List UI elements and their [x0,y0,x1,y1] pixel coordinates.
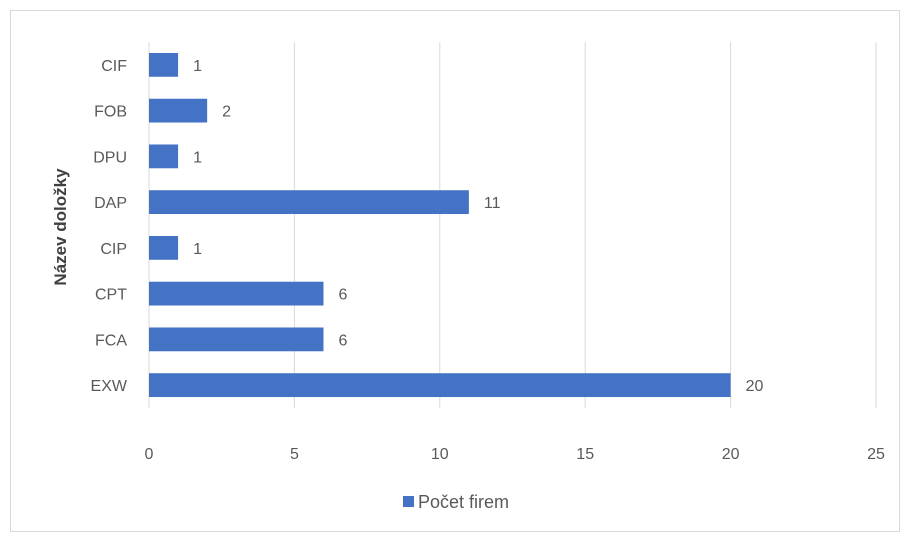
category-label-cif: CIF [101,58,127,75]
category-label-dap: DAP [94,195,127,212]
category-label-fca: FCA [95,332,127,349]
bar-dap [149,190,469,215]
category-label-cip: CIP [100,241,127,258]
x-tick-label: 20 [722,446,740,463]
gridlines [148,42,877,408]
x-tick-labels: 0 5 10 15 20 25 [145,446,885,463]
data-label-fca: 6 [338,332,347,349]
bar-cif [149,52,179,77]
x-tick-label: 15 [576,446,594,463]
bar-cip [149,235,179,260]
category-label-fob: FOB [94,104,127,121]
category-label-dpu: DPU [93,149,127,166]
bar-fca [149,327,324,352]
bar-cpt [149,281,324,306]
legend-label: Počet firem [418,492,509,512]
x-tick-label: 25 [867,446,885,463]
data-label-dpu: 1 [193,149,202,166]
x-tick-label: 10 [431,446,449,463]
data-label-cip: 1 [193,241,202,258]
bar-dpu [149,144,179,169]
legend: Počet firem [403,492,509,512]
chart-frame [10,10,900,532]
bars [149,52,731,398]
data-label-fob: 2 [222,104,231,121]
data-label-dap: 11 [484,195,501,212]
x-tick-label: 0 [145,446,154,463]
data-label-exw: 20 [746,378,764,395]
data-label-cpt: 6 [338,287,347,304]
bar-fob [149,98,208,123]
category-label-cpt: CPT [95,287,127,304]
category-label-exw: EXW [91,378,128,395]
x-tick-label: 5 [290,446,299,463]
category-labels: EXW FCA CPT CIP DAP DPU FOB CIF [91,58,128,395]
y-axis-title: Název doložky [51,168,70,286]
data-label-cif: 1 [193,58,202,75]
bar-exw [149,373,731,398]
legend-swatch [403,496,414,507]
